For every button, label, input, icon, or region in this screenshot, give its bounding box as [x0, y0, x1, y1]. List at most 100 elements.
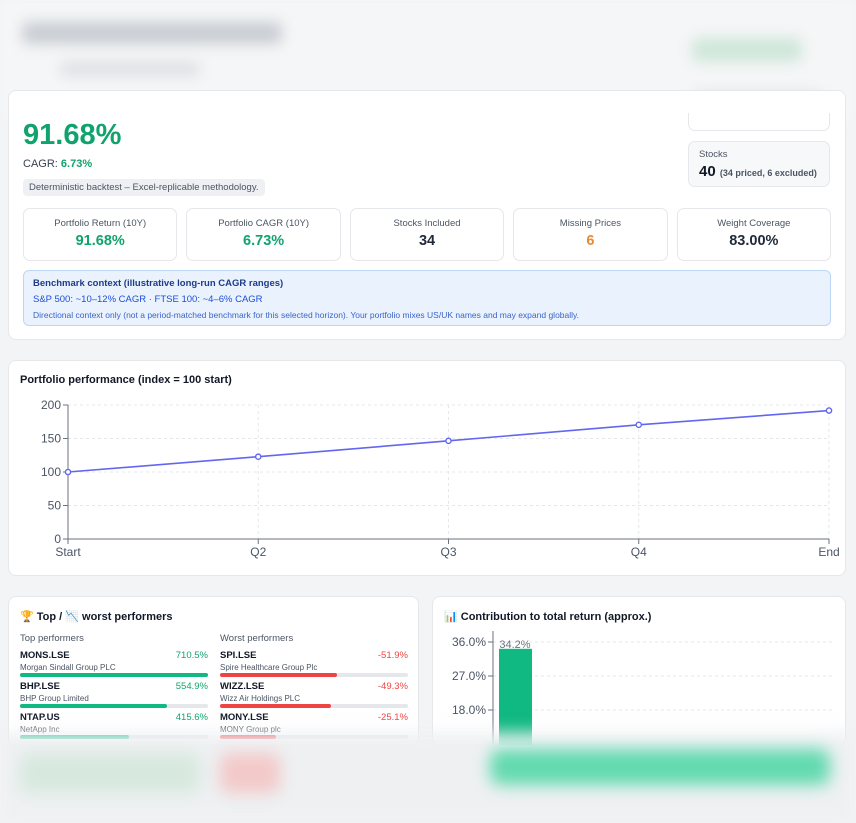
cagr-label: CAGR: [23, 158, 58, 170]
company-name: MONY Group plc [220, 725, 281, 734]
top-performers-list: Top performers MONS.LSE 710.5% Morgan Si… [20, 633, 208, 743]
return-bar-fill [220, 673, 337, 677]
return-pct: 710.5% [175, 650, 208, 661]
x-tick-label: End [818, 545, 839, 559]
y-tick-label: 100 [41, 465, 61, 479]
method-badge: Deterministic backtest – Excel-replicabl… [23, 179, 265, 196]
performers-title: 🏆 Top / 📉 worst performers [20, 610, 173, 623]
return-bar-fill [20, 673, 208, 677]
metric-label: Weight Coverage [717, 218, 791, 229]
x-tick-label: Start [55, 545, 81, 559]
metric-card-stocks-included: Stocks Included 34 [349, 208, 505, 261]
data-label: 34.2% [499, 639, 530, 651]
return-pct: -25.1% [377, 712, 408, 723]
y-tick-label: 18.0% [452, 703, 486, 717]
contribution-title-text: Contribution to total return (approx.) [460, 611, 652, 623]
chart-down-icon: 📉 [65, 611, 79, 623]
metric-label: Portfolio Return (10Y) [54, 218, 147, 229]
y-tick-label: 27.0% [452, 669, 486, 683]
y-tick-label: 150 [41, 432, 61, 446]
blurred-footer [0, 733, 856, 823]
x-tick-label: Q2 [250, 545, 266, 559]
return-bar [220, 704, 408, 708]
metric-card-portfolio-return: Portfolio Return (10Y) 91.68% [23, 208, 178, 261]
ticker: NTAP.US [20, 712, 60, 723]
benchmark-ranges: S&P 500: ~10–12% CAGR · FTSE 100: ~4–6% … [33, 294, 263, 305]
y-tick-label: 0 [54, 532, 61, 546]
contribution-title: 📊 Contribution to total return (approx.) [444, 610, 651, 623]
ticker: BHP.LSE [20, 681, 60, 692]
worst-performers-heading: Worst performers [220, 633, 294, 644]
cagr-line: CAGR: 6.73% [23, 158, 92, 170]
metric-label: Missing Prices [559, 218, 622, 229]
data-point [254, 453, 262, 461]
metric-card-missing-prices: Missing Prices 6 [513, 208, 668, 261]
stocks-label: Stocks [699, 149, 728, 160]
data-point [64, 468, 72, 476]
metric-value: 6 [586, 233, 595, 249]
ticker: MONS.LSE [20, 650, 70, 661]
return-pct: 554.9% [175, 681, 208, 692]
benchmark-context: Benchmark context (illustrative long-run… [23, 270, 831, 326]
list-item: SPI.LSE -51.9% Spire Healthcare Group Pl… [220, 650, 408, 681]
benchmark-note: Directional context only (not a period-m… [33, 310, 580, 320]
contribution-card: 📊 Contribution to total return (approx.)… [432, 596, 846, 746]
ticker: WIZZ.LSE [220, 681, 265, 692]
data-point [825, 407, 833, 414]
company-name: BHP Group Limited [20, 694, 89, 703]
performers-title-text: worst performers [78, 611, 173, 623]
return-pct: 415.6% [175, 712, 208, 723]
return-bar [220, 673, 408, 677]
company-name: Wizz Air Holdings PLC [220, 694, 301, 703]
metric-card-weight-coverage: Weight Coverage 83.00% [676, 208, 832, 261]
bar-chart-icon: 📊 [444, 611, 458, 623]
return-pct: -49.3% [377, 681, 408, 692]
y-tick-label: 50 [48, 499, 62, 513]
return-pct: -51.9% [377, 650, 408, 661]
trophy-icon: 🏆 Top / [20, 611, 66, 623]
return-bar [20, 673, 208, 677]
metric-label: Portfolio CAGR (10Y) [218, 218, 310, 229]
top-performers-heading: Top performers [20, 633, 84, 644]
performers-card: 🏆 Top / 📉 worst performers Top performer… [8, 596, 419, 746]
y-tick-label: 36.0% [452, 635, 486, 649]
performance-chart-title: Portfolio performance (index = 100 start… [20, 374, 232, 386]
company-name: Spire Healthcare Group Plc [220, 663, 318, 672]
stocks-detail: (34 priced, 6 excluded) [719, 168, 817, 178]
metric-label: Stocks Included [393, 218, 461, 229]
stocks-count: 40 [699, 163, 716, 180]
contribution-chart: 36.0% 27.0% 18.0% 34.2% [452, 631, 833, 745]
x-tick-label: Q4 [631, 545, 647, 559]
company-name: NetApp Inc [20, 725, 60, 734]
metric-value: 34 [418, 233, 436, 249]
bar [499, 648, 532, 745]
list-item: MONS.LSE 710.5% Morgan Sindall Group PLC [20, 650, 208, 681]
ticker: SPI.LSE [220, 650, 257, 661]
company-name: Morgan Sindall Group PLC [20, 663, 116, 672]
cagr-value: 6.73% [60, 158, 93, 170]
benchmark-title: Benchmark context (illustrative long-run… [33, 278, 284, 289]
x-tick-label: Q3 [440, 545, 456, 559]
stocks-value: 40 (34 priced, 6 excluded) [699, 163, 819, 180]
y-tick-label: 200 [41, 398, 61, 412]
performance-chart: 0 50 100 150 200 Start Q2 Q3 Q4 End [41, 398, 840, 559]
return-bar [20, 704, 208, 708]
metric-value: 83.00% [729, 233, 779, 249]
list-item: BHP.LSE 554.9% BHP Group Limited [20, 681, 208, 712]
metric-value: 6.73% [243, 233, 285, 249]
return-bar-fill [220, 704, 331, 708]
data-point [635, 421, 643, 429]
list-item: WIZZ.LSE -49.3% Wizz Air Holdings PLC [220, 681, 408, 712]
stat-box-partial [688, 113, 830, 131]
summary-card: 91.68% CAGR: 6.73% Deterministic backtes… [8, 90, 846, 340]
stocks-box: Stocks 40 (34 priced, 6 excluded) [688, 141, 830, 187]
total-return-value: 91.68% [23, 119, 122, 151]
return-bar-fill [20, 704, 167, 708]
metric-row: Portfolio Return (10Y) 91.68% Portfolio … [23, 208, 832, 261]
data-point [445, 437, 452, 445]
metric-value: 91.68% [75, 233, 125, 249]
metric-card-portfolio-cagr: Portfolio CAGR (10Y) 6.73% [186, 208, 341, 261]
worst-performers-list: Worst performers SPI.LSE -51.9% Spire He… [220, 633, 408, 743]
performance-chart-card: Portfolio performance (index = 100 start… [8, 360, 846, 576]
ticker: MONY.LSE [220, 712, 269, 723]
